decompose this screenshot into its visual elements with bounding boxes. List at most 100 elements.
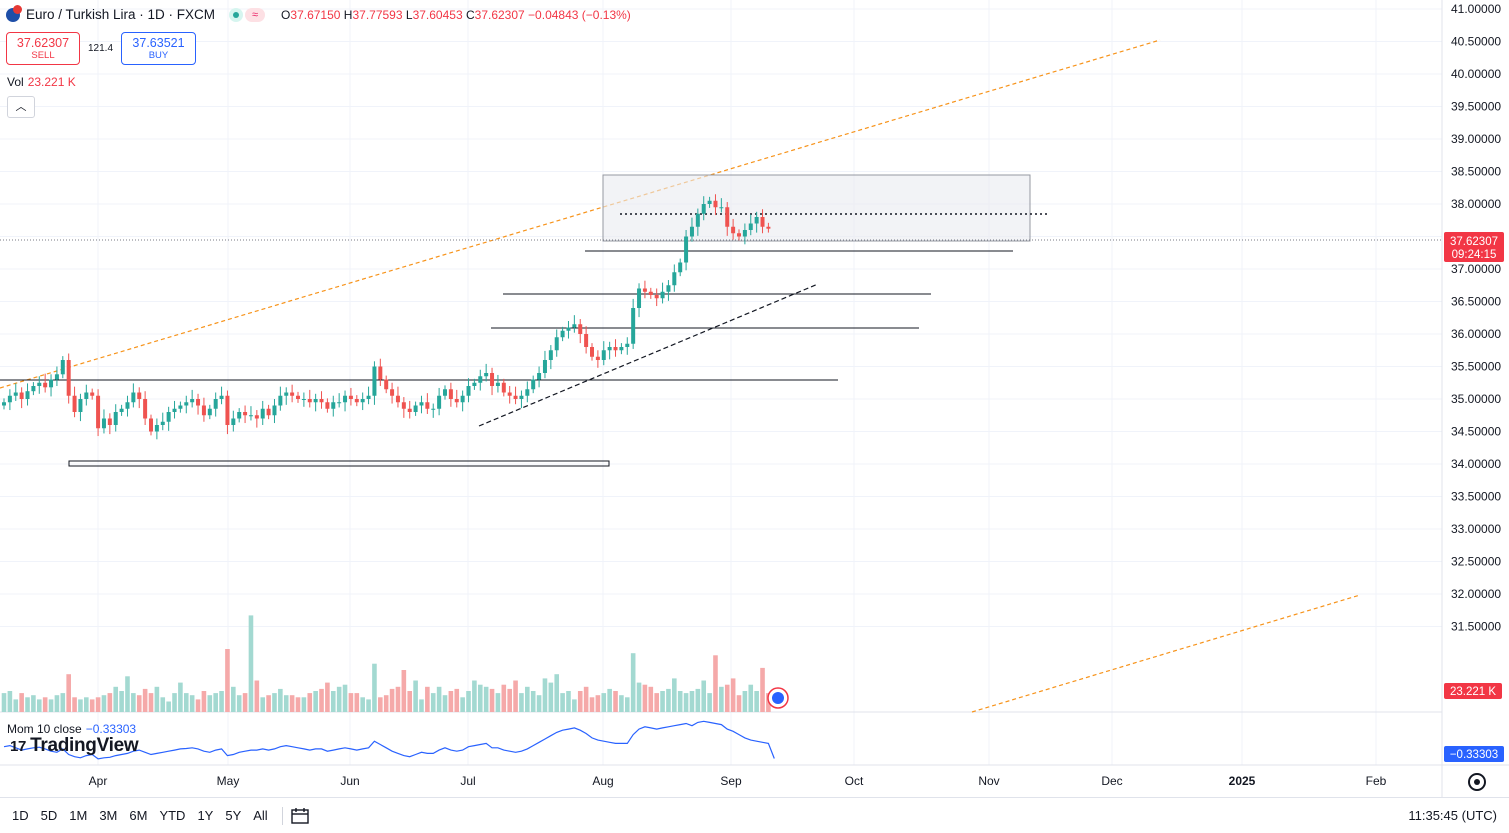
calendar-icon[interactable]: [291, 807, 309, 824]
candle[interactable]: [25, 391, 30, 399]
candle[interactable]: [225, 395, 230, 425]
candle[interactable]: [660, 291, 665, 299]
candle[interactable]: [484, 373, 489, 377]
candle[interactable]: [119, 408, 124, 412]
candle[interactable]: [460, 395, 465, 403]
candle[interactable]: [149, 418, 153, 432]
candle[interactable]: [207, 408, 212, 416]
candle[interactable]: [96, 395, 101, 429]
range-6m[interactable]: 6M: [129, 808, 148, 823]
base-box[interactable]: [68, 460, 610, 467]
candle[interactable]: [178, 405, 183, 409]
symbol-header[interactable]: Euro / Turkish Lira · 1D · FXCM ≈ O37.67…: [6, 4, 631, 22]
candle[interactable]: [507, 392, 512, 396]
candle[interactable]: [325, 402, 330, 409]
candle[interactable]: [425, 402, 430, 409]
candle[interactable]: [519, 395, 524, 399]
candle[interactable]: [678, 262, 683, 273]
candle[interactable]: [113, 412, 118, 425]
candle[interactable]: [619, 347, 624, 351]
candle[interactable]: [172, 408, 177, 412]
candle[interactable]: [348, 395, 353, 399]
candle[interactable]: [166, 412, 171, 422]
candle[interactable]: [272, 405, 277, 416]
candle[interactable]: [160, 421, 165, 425]
candle[interactable]: [625, 343, 630, 347]
candle[interactable]: [395, 395, 400, 403]
collapse-legend-button[interactable]: ︿: [7, 96, 35, 118]
candle[interactable]: [237, 412, 242, 419]
candle[interactable]: [196, 399, 201, 406]
candle[interactable]: [296, 395, 300, 399]
candle[interactable]: [407, 408, 412, 412]
candle[interactable]: [190, 399, 195, 403]
candle[interactable]: [695, 213, 700, 227]
candle[interactable]: [531, 379, 536, 390]
candle[interactable]: [684, 236, 689, 263]
candle[interactable]: [284, 392, 289, 396]
candle[interactable]: [719, 207, 724, 209]
candle[interactable]: [725, 207, 730, 227]
candle[interactable]: [390, 389, 395, 396]
candle[interactable]: [90, 392, 95, 396]
candle[interactable]: [713, 200, 718, 208]
candle[interactable]: [231, 418, 236, 426]
candle[interactable]: [754, 217, 759, 224]
symbol-title[interactable]: Euro / Turkish Lira · 1D · FXCM: [26, 7, 216, 22]
candle[interactable]: [737, 233, 741, 237]
candle[interactable]: [219, 395, 224, 399]
candle[interactable]: [613, 347, 618, 351]
tradingview-logo[interactable]: 17 TradingView: [10, 735, 139, 757]
candle[interactable]: [337, 402, 342, 404]
candle[interactable]: [707, 200, 712, 204]
candle[interactable]: [637, 288, 642, 309]
candle[interactable]: [366, 395, 371, 399]
candle[interactable]: [378, 366, 383, 380]
range-ytd[interactable]: YTD: [159, 808, 186, 823]
upper-channel-trendline[interactable]: [0, 39, 1161, 389]
candle[interactable]: [731, 226, 736, 234]
candle[interactable]: [648, 291, 653, 295]
candle[interactable]: [131, 392, 136, 403]
candle[interactable]: [537, 373, 542, 380]
candle[interactable]: [490, 373, 495, 386]
range-all[interactable]: All: [253, 808, 268, 823]
candle[interactable]: [513, 395, 518, 399]
candle[interactable]: [566, 327, 571, 331]
range-1d[interactable]: 1D: [12, 808, 29, 823]
candle[interactable]: [478, 376, 483, 383]
candle[interactable]: [290, 392, 295, 396]
candle[interactable]: [413, 405, 418, 413]
candle[interactable]: [419, 402, 424, 406]
candle[interactable]: [343, 395, 348, 403]
candle[interactable]: [301, 399, 306, 400]
candle[interactable]: [84, 392, 89, 400]
candle[interactable]: [2, 402, 6, 406]
candle[interactable]: [466, 386, 471, 396]
candle[interactable]: [454, 399, 459, 403]
candle[interactable]: [31, 386, 36, 392]
candle[interactable]: [554, 337, 559, 351]
candle[interactable]: [572, 324, 577, 328]
candle[interactable]: [7, 395, 12, 403]
candle[interactable]: [260, 408, 265, 419]
candle[interactable]: [760, 217, 765, 227]
candle[interactable]: [13, 392, 18, 396]
market-open-icon[interactable]: [229, 7, 244, 22]
candle[interactable]: [78, 399, 83, 412]
buy-button[interactable]: 37.63521 BUY: [121, 32, 196, 65]
candle[interactable]: [431, 408, 436, 410]
candle[interactable]: [243, 412, 248, 416]
volume-legend[interactable]: Vol 23.221 K: [7, 75, 76, 89]
candle[interactable]: [560, 330, 565, 338]
range-5y[interactable]: 5Y: [225, 808, 242, 823]
candle[interactable]: [448, 389, 453, 399]
candle[interactable]: [307, 399, 312, 403]
candle[interactable]: [137, 392, 142, 400]
range-5d[interactable]: 5D: [40, 808, 58, 823]
candle[interactable]: [666, 285, 671, 292]
candle[interactable]: [19, 392, 24, 400]
rising-trendline[interactable]: [478, 283, 819, 427]
candle[interactable]: [548, 350, 553, 360]
